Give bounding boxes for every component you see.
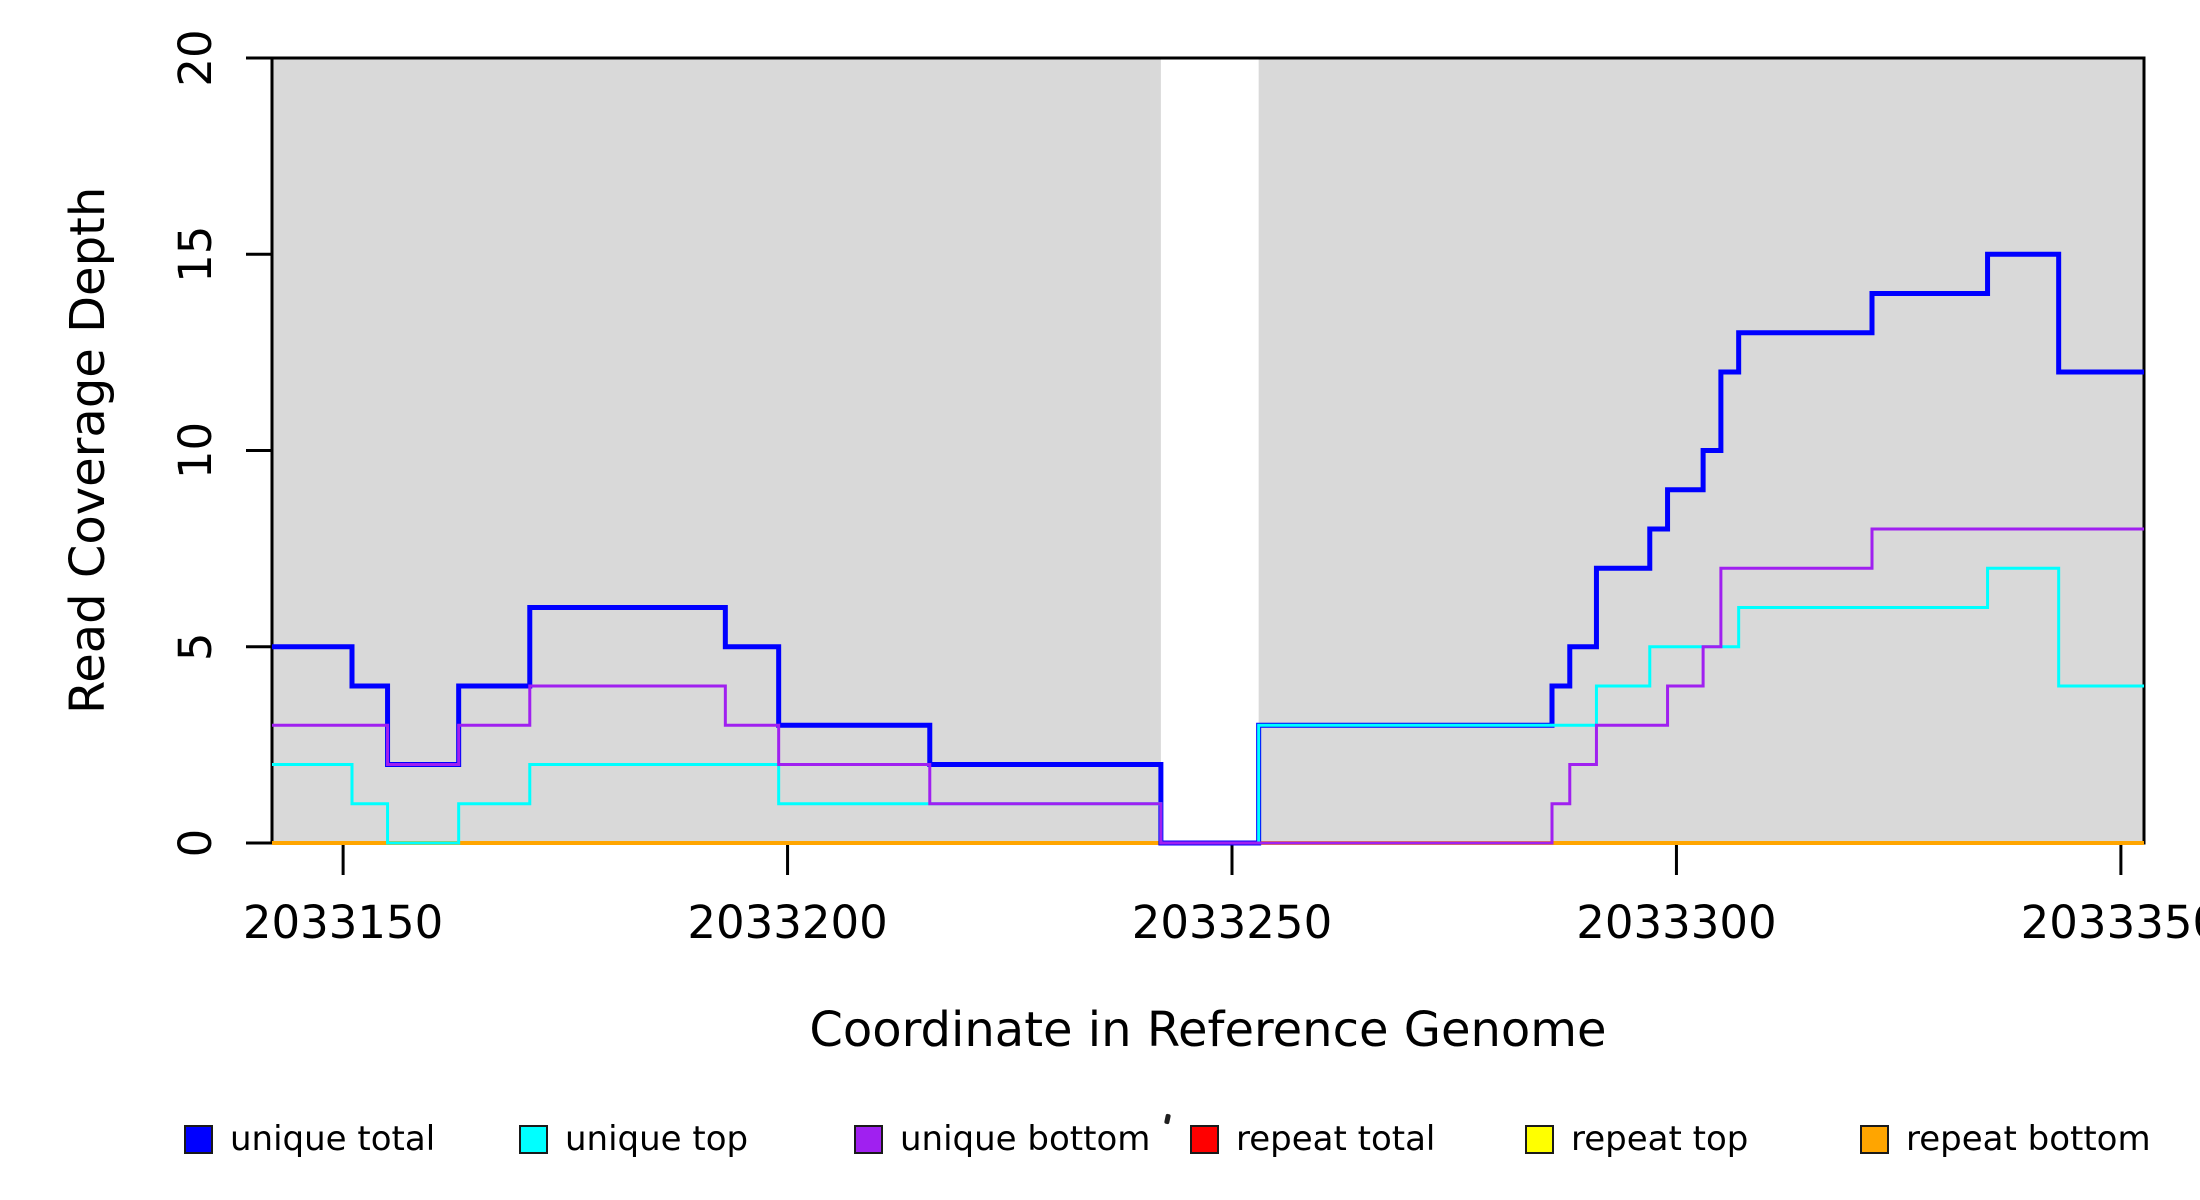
- y-tick-label: 15: [169, 226, 222, 283]
- shaded-region: [272, 58, 1161, 843]
- x-axis-title: Coordinate in Reference Genome: [809, 1002, 1607, 1058]
- x-tick-label: 2033300: [1576, 896, 1776, 949]
- x-tick-label: 2033150: [243, 896, 443, 949]
- y-tick-label: 10: [169, 422, 222, 479]
- y-tick-label: 0: [169, 829, 222, 858]
- x-tick-label: 2033250: [1132, 896, 1332, 949]
- y-tick-label: 5: [169, 632, 222, 661]
- x-tick-label: 2033350: [2021, 896, 2200, 949]
- y-axis-title: Read Coverage Depth: [60, 186, 116, 715]
- x-tick-label: 2033200: [687, 896, 887, 949]
- series-unique-bottom: [272, 527, 2144, 845]
- y-tick-label: 20: [169, 29, 222, 86]
- series-unique-total: [272, 251, 2144, 846]
